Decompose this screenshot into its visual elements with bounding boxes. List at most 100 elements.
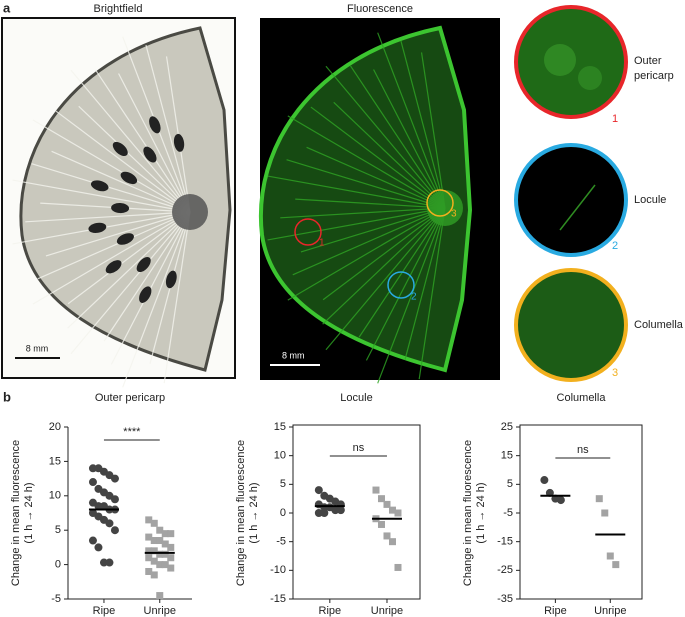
- y-axis-label: (1 h → 24 h): [23, 482, 35, 543]
- data-point: [331, 506, 340, 515]
- data-point: [145, 516, 153, 524]
- data-point: [156, 526, 164, 534]
- ray: [295, 198, 446, 209]
- region-marker: [387, 271, 415, 299]
- data-point: [606, 552, 614, 560]
- data-point: [110, 495, 119, 504]
- seed: [111, 203, 130, 214]
- x-tick-label: Unripe: [144, 605, 176, 617]
- data-point: [156, 592, 164, 600]
- ray: [122, 211, 191, 388]
- data-point: [145, 533, 153, 541]
- data-point: [161, 561, 169, 569]
- ray: [118, 73, 191, 213]
- y-tick-label: 15: [49, 455, 61, 467]
- panel-label: a: [3, 0, 11, 15]
- data-point: [314, 486, 323, 495]
- data-point: [105, 558, 114, 567]
- data-point: [388, 538, 396, 546]
- inset-texture: [578, 66, 602, 90]
- core: [427, 190, 463, 226]
- y-tick-label: 25: [501, 421, 513, 433]
- data-point: [161, 540, 169, 548]
- inset-number: 3: [612, 367, 618, 379]
- seed: [120, 171, 138, 185]
- y-tick-label: -15: [270, 593, 286, 605]
- data-point: [110, 526, 119, 535]
- data-point: [595, 495, 603, 503]
- y-axis-label: Change in mean fluorescence: [462, 440, 474, 586]
- y-tick-label: -25: [497, 564, 513, 576]
- ray: [163, 211, 191, 384]
- seed: [165, 270, 177, 289]
- chart-title: Columella: [557, 392, 607, 404]
- data-point: [145, 567, 153, 575]
- ray: [325, 65, 446, 209]
- ray: [70, 69, 191, 213]
- ray: [310, 106, 446, 209]
- ray: [292, 207, 446, 276]
- plot-frame: [519, 424, 643, 600]
- ray: [404, 207, 446, 360]
- ray: [45, 211, 191, 257]
- inset-label: Locule: [634, 194, 667, 206]
- ray: [103, 211, 191, 342]
- image-title: Brightfield: [94, 3, 143, 15]
- data-point: [167, 564, 175, 572]
- ray: [325, 207, 446, 351]
- inset-texture: [544, 44, 576, 76]
- seed: [143, 146, 157, 163]
- ray: [333, 101, 446, 209]
- data-point: [394, 509, 402, 517]
- ray: [300, 207, 446, 253]
- ray: [322, 207, 446, 301]
- y-tick-label: 0: [55, 559, 61, 571]
- data-point: [156, 550, 164, 558]
- seed: [90, 180, 109, 192]
- region-number: 2: [411, 292, 417, 303]
- data-point: [145, 547, 153, 555]
- y-axis-label: Change in mean fluorescence: [10, 440, 22, 586]
- seed: [88, 222, 107, 234]
- y-tick-label: 10: [274, 450, 286, 462]
- inset-number: 2: [612, 240, 618, 252]
- data-point: [167, 543, 175, 551]
- ray: [287, 115, 446, 209]
- data-point: [556, 496, 565, 505]
- data-point: [94, 502, 103, 511]
- ray: [145, 44, 191, 213]
- data-point: [377, 495, 385, 503]
- data-point: [99, 558, 108, 567]
- data-point: [150, 571, 158, 579]
- fruit-brightfield: [19, 26, 232, 372]
- ray: [32, 119, 191, 213]
- ray: [286, 159, 446, 209]
- ray: [25, 211, 191, 223]
- ray: [365, 207, 446, 361]
- y-tick-label: 5: [507, 478, 513, 490]
- y-tick-label: 10: [49, 490, 61, 502]
- data-point: [94, 543, 103, 552]
- ray: [377, 207, 446, 384]
- significance-label: ns: [577, 444, 589, 456]
- ray: [420, 52, 446, 209]
- ray: [67, 211, 191, 305]
- inset-label: Columella: [634, 319, 683, 331]
- y-tick-label: -5: [51, 593, 61, 605]
- x-tick-label: Ripe: [93, 605, 116, 617]
- scale-bar-label: 8 mm: [282, 350, 305, 360]
- data-point: [383, 500, 391, 508]
- ray: [67, 211, 191, 329]
- ray: [287, 207, 446, 301]
- data-point: [150, 547, 158, 555]
- data-point: [88, 536, 97, 545]
- fruit-rays: [267, 32, 463, 384]
- chart-title: Locule: [340, 392, 372, 404]
- data-point: [150, 519, 158, 527]
- ray: [32, 211, 191, 305]
- y-tick-label: -5: [503, 507, 513, 519]
- y-tick-label: 0: [280, 507, 286, 519]
- y-tick-label: 15: [501, 450, 513, 462]
- ray: [267, 207, 446, 241]
